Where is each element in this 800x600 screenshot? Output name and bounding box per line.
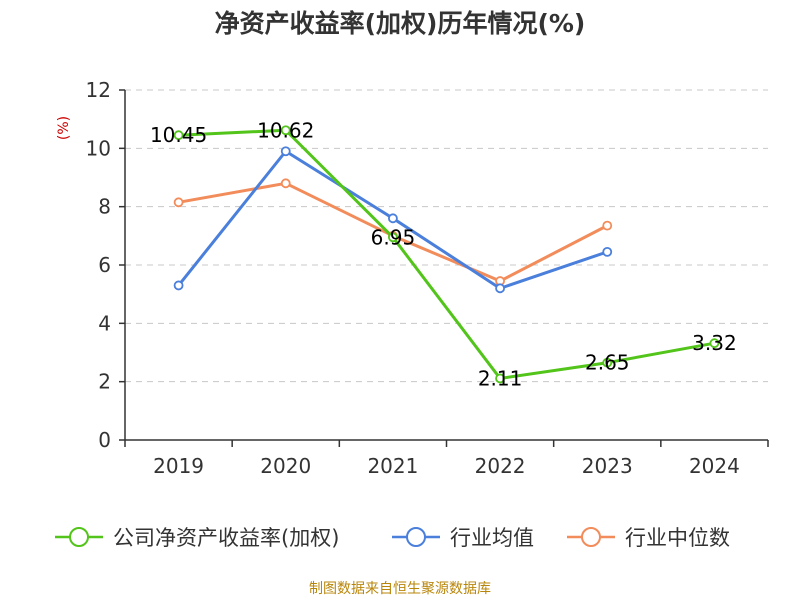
data-point [388,213,398,224]
legend-label: 行业中位数 [625,526,730,550]
data-point [495,283,505,294]
data-point [602,357,613,368]
y-tick-label: 8 [98,195,111,219]
grid-lines [125,89,768,383]
legend-label: 行业均值 [450,526,534,550]
data-point [280,146,291,157]
data-point [280,178,291,189]
x-tick-label: 2022 [475,454,526,478]
y-tick-label: 4 [98,311,111,335]
chart-title: 净资产收益率(加权)历年情况(%) [214,9,586,38]
series [173,125,720,384]
legend-marker-circle [69,527,89,547]
x-tick-label: 2020 [260,454,311,478]
source-note: 制图数据来自恒生聚源数据库 [309,581,491,597]
y-tick-label: 0 [98,428,111,452]
x-tick-label: 2021 [367,454,418,478]
data-label: 10.45 [150,123,207,147]
data-point [280,125,291,136]
legend-label: 公司净资产收益率(加权) [113,526,339,550]
x-tick-label: 2024 [689,454,740,478]
legend-marker-circle [406,527,426,547]
x-tick-label: 2019 [153,454,204,478]
y-unit-label: (%) [56,116,72,140]
data-label: 3.32 [692,331,737,355]
data-point [173,197,184,208]
axes: 0 2 4 6 8 10 12 2019 2020 2021 2022 2023 2024 (%) [56,78,769,478]
legend: 公司净资产收益率(加权) 行业均值 行业中位数 [55,526,730,550]
x-tick-label: 2023 [582,454,633,478]
legend-marker-circle [581,527,601,547]
data-point [173,130,184,141]
data-label: 10.62 [257,118,314,142]
y-tick-label: 2 [98,370,111,394]
data-labels: 10.45 10.62 6.95 2.11 2.65 3.32 [150,118,737,390]
data-point [602,246,613,257]
series-line [178,128,715,380]
y-tick-label: 12 [86,78,111,102]
data-label: 6.95 [371,225,416,249]
y-tick-label: 6 [98,253,111,277]
data-point [709,338,720,349]
data-label: 2.65 [585,351,630,375]
data-point [602,220,613,231]
data-point [388,232,398,243]
data-point [173,280,184,291]
data-point [495,373,505,384]
data-label: 2.11 [478,366,523,390]
y-tick-label: 10 [86,136,111,160]
